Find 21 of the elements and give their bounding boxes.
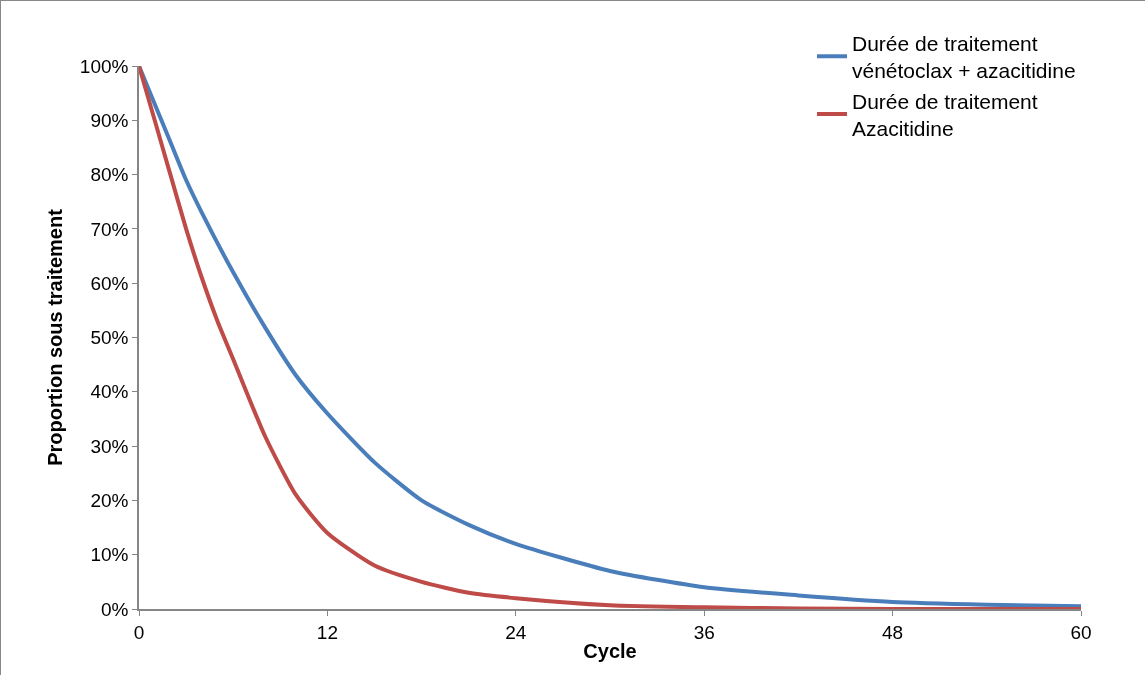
y-tick-label: 10% — [90, 544, 129, 566]
y-tick-label: 60% — [90, 272, 129, 294]
y-tick-label: 100% — [79, 55, 129, 77]
y-tick-label: 0% — [100, 598, 129, 620]
x-tick-label: 0 — [133, 621, 145, 643]
y-tick-label: 40% — [90, 381, 129, 403]
y-tick-label: 50% — [90, 327, 129, 349]
y-tick-label: 30% — [90, 435, 129, 457]
x-tick-label: 60 — [1070, 621, 1092, 643]
y-axis-title: Proportion sous traitement — [43, 208, 66, 466]
legend-label: Durée de traitement vénétoclax + azacitidine — [852, 31, 1076, 83]
x-tick-label: 48 — [882, 621, 904, 643]
x-tick-label: 36 — [693, 621, 715, 643]
x-axis-title: Cycle — [583, 639, 637, 662]
y-tick-label: 70% — [90, 218, 129, 240]
x-tick-label: 12 — [316, 621, 338, 643]
y-tick-label: 90% — [90, 109, 129, 131]
y-tick-label: 80% — [90, 164, 129, 186]
legend-label: Durée de traitement Azacitidine — [852, 89, 1038, 140]
x-tick-label: 24 — [505, 621, 527, 643]
y-tick-label: 20% — [90, 490, 129, 512]
